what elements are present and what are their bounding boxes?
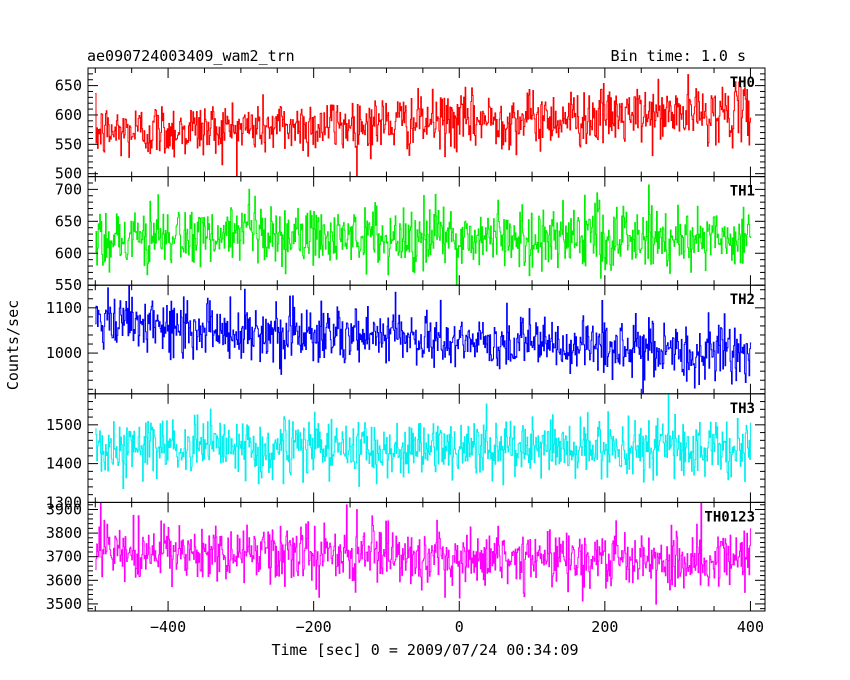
panels: 500 550 600 650 TH0 550 600 650 700 TH1 1000 1100 TH… <box>46 67 766 613</box>
y-tick-label: 1500 <box>46 416 82 434</box>
y-tick-label: 650 <box>55 77 82 95</box>
bin-time-label: Bin time: 1.0 s <box>611 47 746 65</box>
y-axis-title: Counts/sec <box>4 300 22 390</box>
panel-label-th2: TH2 <box>730 292 755 308</box>
y-tick-label: 700 <box>55 180 82 198</box>
panel-th1: 550 600 650 700 TH1 <box>55 176 766 294</box>
panel-th0123: 3500 3600 3700 3800 3900 TH0123 <box>46 500 766 613</box>
x-tick-label: 0 <box>455 618 464 636</box>
x-tick-label: −200 <box>296 618 332 636</box>
y-tick-label: 3900 <box>46 500 82 518</box>
y-tick-label: 1100 <box>46 299 82 317</box>
y-tick-label: 3800 <box>46 524 82 542</box>
x-tick-label: −400 <box>150 618 186 636</box>
y-tick-label: 600 <box>55 106 82 124</box>
y-tick-label: 600 <box>55 244 82 262</box>
x-axis: −400 −200 0 200 400 <box>150 618 764 636</box>
y-tick-label: 550 <box>55 135 82 153</box>
panel-label-th3: TH3 <box>730 401 755 417</box>
panel-label-th0: TH0 <box>730 75 755 91</box>
x-tick-label: 200 <box>591 618 618 636</box>
chart-title: ae090724003409_wam2_trn <box>87 47 295 65</box>
y-tick-label: 3700 <box>46 548 82 566</box>
y-tick-label: 3600 <box>46 571 82 589</box>
panel-label-th0123: TH0123 <box>704 509 755 525</box>
y-tick-label: 3500 <box>46 595 82 613</box>
series-line-th1 <box>95 184 752 286</box>
panel-th3: 1300 1400 1500 TH3 <box>46 393 766 511</box>
series-line-th0 <box>95 74 752 177</box>
series-line-th0123 <box>95 502 752 605</box>
x-tick-label: 400 <box>737 618 764 636</box>
panel-label-th1: TH1 <box>730 184 755 200</box>
x-axis-title: Time [sec] 0 = 2009/07/24 00:34:09 <box>271 641 578 659</box>
panel-th2: 1000 1100 TH2 <box>46 284 766 395</box>
y-tick-label: 550 <box>55 276 82 294</box>
y-tick-label: 1000 <box>46 344 82 362</box>
panel-th0: 500 550 600 650 TH0 <box>55 67 766 183</box>
y-tick-label: 500 <box>55 165 82 183</box>
series-line-th2 <box>95 285 752 394</box>
series-line-th3 <box>95 393 752 489</box>
y-tick-label: 1400 <box>46 455 82 473</box>
y-tick-label: 1300 <box>46 493 82 511</box>
y-tick-label: 650 <box>55 212 82 230</box>
